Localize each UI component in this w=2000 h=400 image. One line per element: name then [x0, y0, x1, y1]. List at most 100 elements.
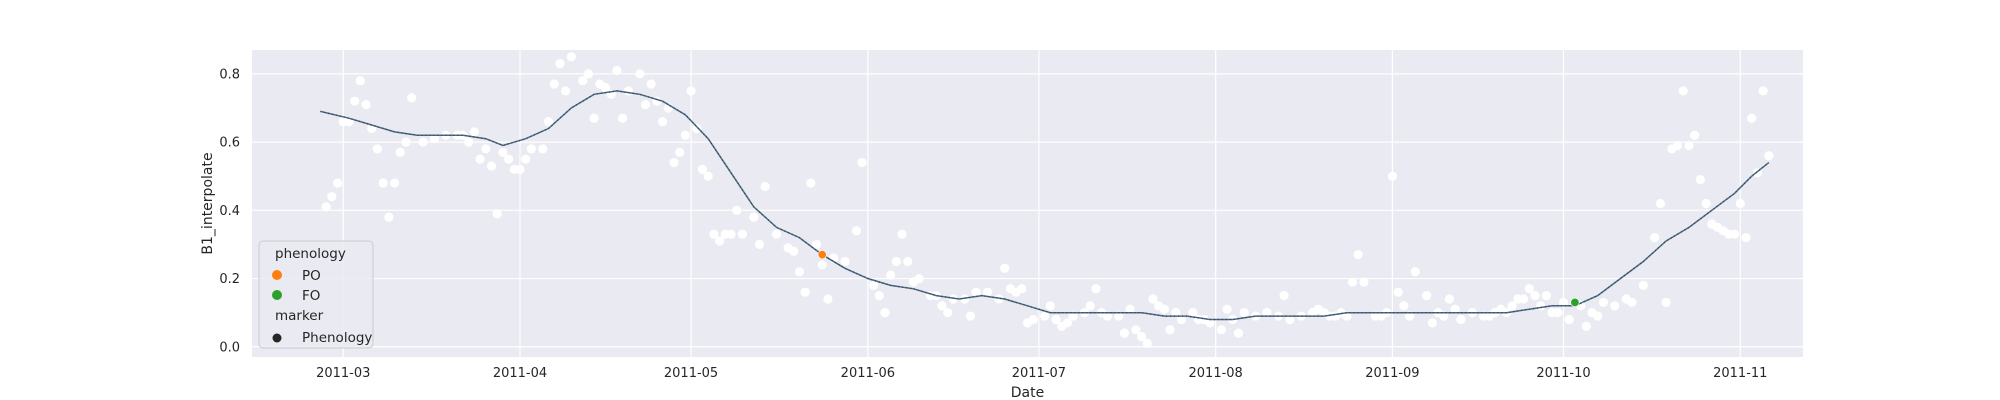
data-point [378, 178, 388, 188]
data-point [1536, 301, 1546, 311]
data-point [811, 239, 822, 250]
data-point [1764, 151, 1774, 161]
data-point [1695, 175, 1705, 185]
data-point [897, 229, 907, 239]
data-point [1690, 130, 1700, 140]
data-point [914, 273, 924, 284]
data-point [709, 229, 719, 239]
data-point [481, 144, 491, 154]
data-point [327, 192, 337, 202]
data-point [1758, 86, 1768, 96]
data-point [1747, 113, 1757, 123]
data-point [697, 164, 708, 174]
data-point [389, 178, 400, 188]
data-point [1233, 328, 1244, 338]
data-point [372, 144, 383, 154]
data-point [965, 311, 976, 321]
data-point [538, 144, 548, 154]
x-tick-label: 2011-03 [316, 366, 370, 381]
data-point [515, 164, 525, 174]
data-point [1000, 263, 1010, 273]
data-point [891, 256, 901, 267]
data-point [1085, 301, 1095, 311]
data-point [1593, 311, 1603, 321]
data-point [1062, 318, 1073, 328]
data-point [840, 256, 850, 267]
data-point [1125, 304, 1135, 314]
data-point [686, 86, 696, 96]
data-point [583, 69, 594, 79]
data-point [1353, 250, 1363, 260]
data-point [1017, 284, 1027, 294]
data-point [868, 280, 879, 290]
data-point [1279, 291, 1289, 301]
data-point [401, 137, 411, 147]
data-point [1262, 308, 1272, 318]
y-axis-ticks: 0.0 0.2 0.4 0.6 0.8 [219, 67, 240, 355]
data-point [880, 308, 890, 318]
data-point [1165, 325, 1175, 335]
data-point [886, 270, 896, 280]
data-point [503, 154, 514, 164]
data-point [692, 123, 702, 134]
data-point [1581, 321, 1591, 331]
data-point [418, 137, 428, 147]
data-point [1102, 311, 1112, 321]
data-point [1347, 277, 1358, 287]
data-point [526, 144, 537, 154]
phenology-markers [817, 250, 1580, 307]
data-point [1541, 291, 1552, 301]
x-tick-label: 2011-11 [1713, 366, 1767, 381]
legend-box [258, 240, 374, 349]
data-point [1148, 294, 1158, 304]
data-point [561, 86, 571, 96]
legend-phenology-marker [272, 333, 282, 343]
data-point [1610, 301, 1620, 311]
data-point [1439, 311, 1449, 321]
data-point [429, 134, 440, 144]
data-point [789, 246, 799, 256]
data-point [1678, 86, 1688, 96]
data-point [1239, 308, 1249, 318]
data-point [600, 82, 611, 93]
interpolated-line-dots [320, 90, 1770, 321]
data-point [1553, 308, 1563, 318]
data-point [1741, 233, 1751, 243]
legend-po-label: PO [302, 268, 321, 284]
data-point [589, 113, 599, 123]
data-point [1159, 304, 1169, 314]
data-point [1176, 314, 1187, 325]
data-point [806, 178, 816, 188]
legend-marker-title: marker [275, 308, 324, 324]
line-series [320, 90, 1770, 321]
data-point [1399, 301, 1409, 311]
data-point [1410, 267, 1420, 277]
data-point [646, 79, 656, 89]
data-point [555, 59, 565, 69]
data-point [1524, 284, 1534, 294]
data-point [498, 147, 508, 157]
y-tick-label: 0.0 [219, 340, 240, 355]
data-point [1136, 331, 1147, 342]
data-point [361, 99, 371, 110]
data-point [948, 294, 958, 304]
data-point [1068, 311, 1078, 321]
data-point [384, 212, 394, 222]
data-point [492, 209, 502, 219]
data-point [464, 137, 474, 147]
data-point [737, 229, 747, 239]
legend-fo-marker [272, 290, 282, 300]
data-point [760, 181, 770, 192]
legend-title: phenology [275, 246, 346, 262]
legend-fo-label: FO [302, 288, 320, 304]
data-point [521, 154, 531, 164]
data-point [1205, 318, 1215, 328]
data-point [1188, 308, 1198, 318]
data-point [749, 212, 759, 222]
data-point [937, 301, 947, 311]
data-point [395, 147, 405, 157]
data-point [1114, 311, 1124, 321]
data-point [469, 127, 479, 137]
x-axis-ticks: 2011-03 2011-04 2011-05 2011-06 2011-07 2011-… [316, 366, 1767, 381]
data-point [772, 229, 782, 239]
